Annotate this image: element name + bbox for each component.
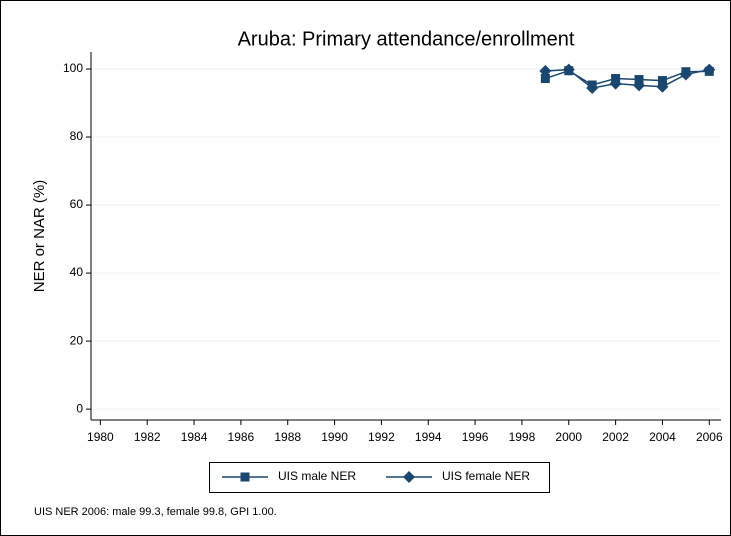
x-tick-label: 2004 [649, 430, 676, 444]
marker [633, 79, 646, 92]
x-tick-label: 1984 [181, 430, 208, 444]
y-tick-label: 0 [76, 401, 83, 415]
x-tick-label: 1996 [462, 430, 489, 444]
y-tick-label: 20 [70, 333, 84, 347]
x-tick-label: 1992 [368, 430, 395, 444]
marker [403, 471, 415, 483]
marker [679, 68, 692, 81]
x-tick-label: 1982 [134, 430, 161, 444]
note: UIS NER 2006: male 99.3, female 99.8, GP… [34, 506, 277, 518]
legend-label: UIS male NER [278, 469, 356, 483]
x-tick-label: 1994 [415, 430, 442, 444]
y-tick-label: 40 [70, 265, 84, 279]
marker [609, 77, 622, 90]
marker [586, 82, 599, 95]
x-tick-label: 1988 [274, 430, 301, 444]
marker [656, 80, 669, 93]
legend-label: UIS female NER [442, 469, 530, 483]
x-tick-label: 2002 [602, 430, 629, 444]
marker [703, 63, 716, 76]
marker [657, 76, 667, 86]
x-tick-label: 1990 [321, 430, 348, 444]
marker [562, 63, 575, 76]
marker [539, 65, 552, 78]
x-tick-label: 1998 [509, 430, 536, 444]
y-tick-label: 60 [70, 197, 84, 211]
y-tick-label: 100 [63, 61, 83, 75]
x-tick-label: 2000 [555, 430, 582, 444]
x-tick-label: 2006 [696, 430, 723, 444]
marker [240, 472, 250, 482]
x-tick-label: 1986 [228, 430, 255, 444]
y-axis-label: NER or NAR (%) [31, 180, 48, 293]
chart-title: Aruba: Primary attendance/enrollment [238, 28, 575, 50]
y-tick-label: 80 [70, 129, 84, 143]
x-tick-label: 1980 [87, 430, 114, 444]
marker [540, 74, 550, 84]
